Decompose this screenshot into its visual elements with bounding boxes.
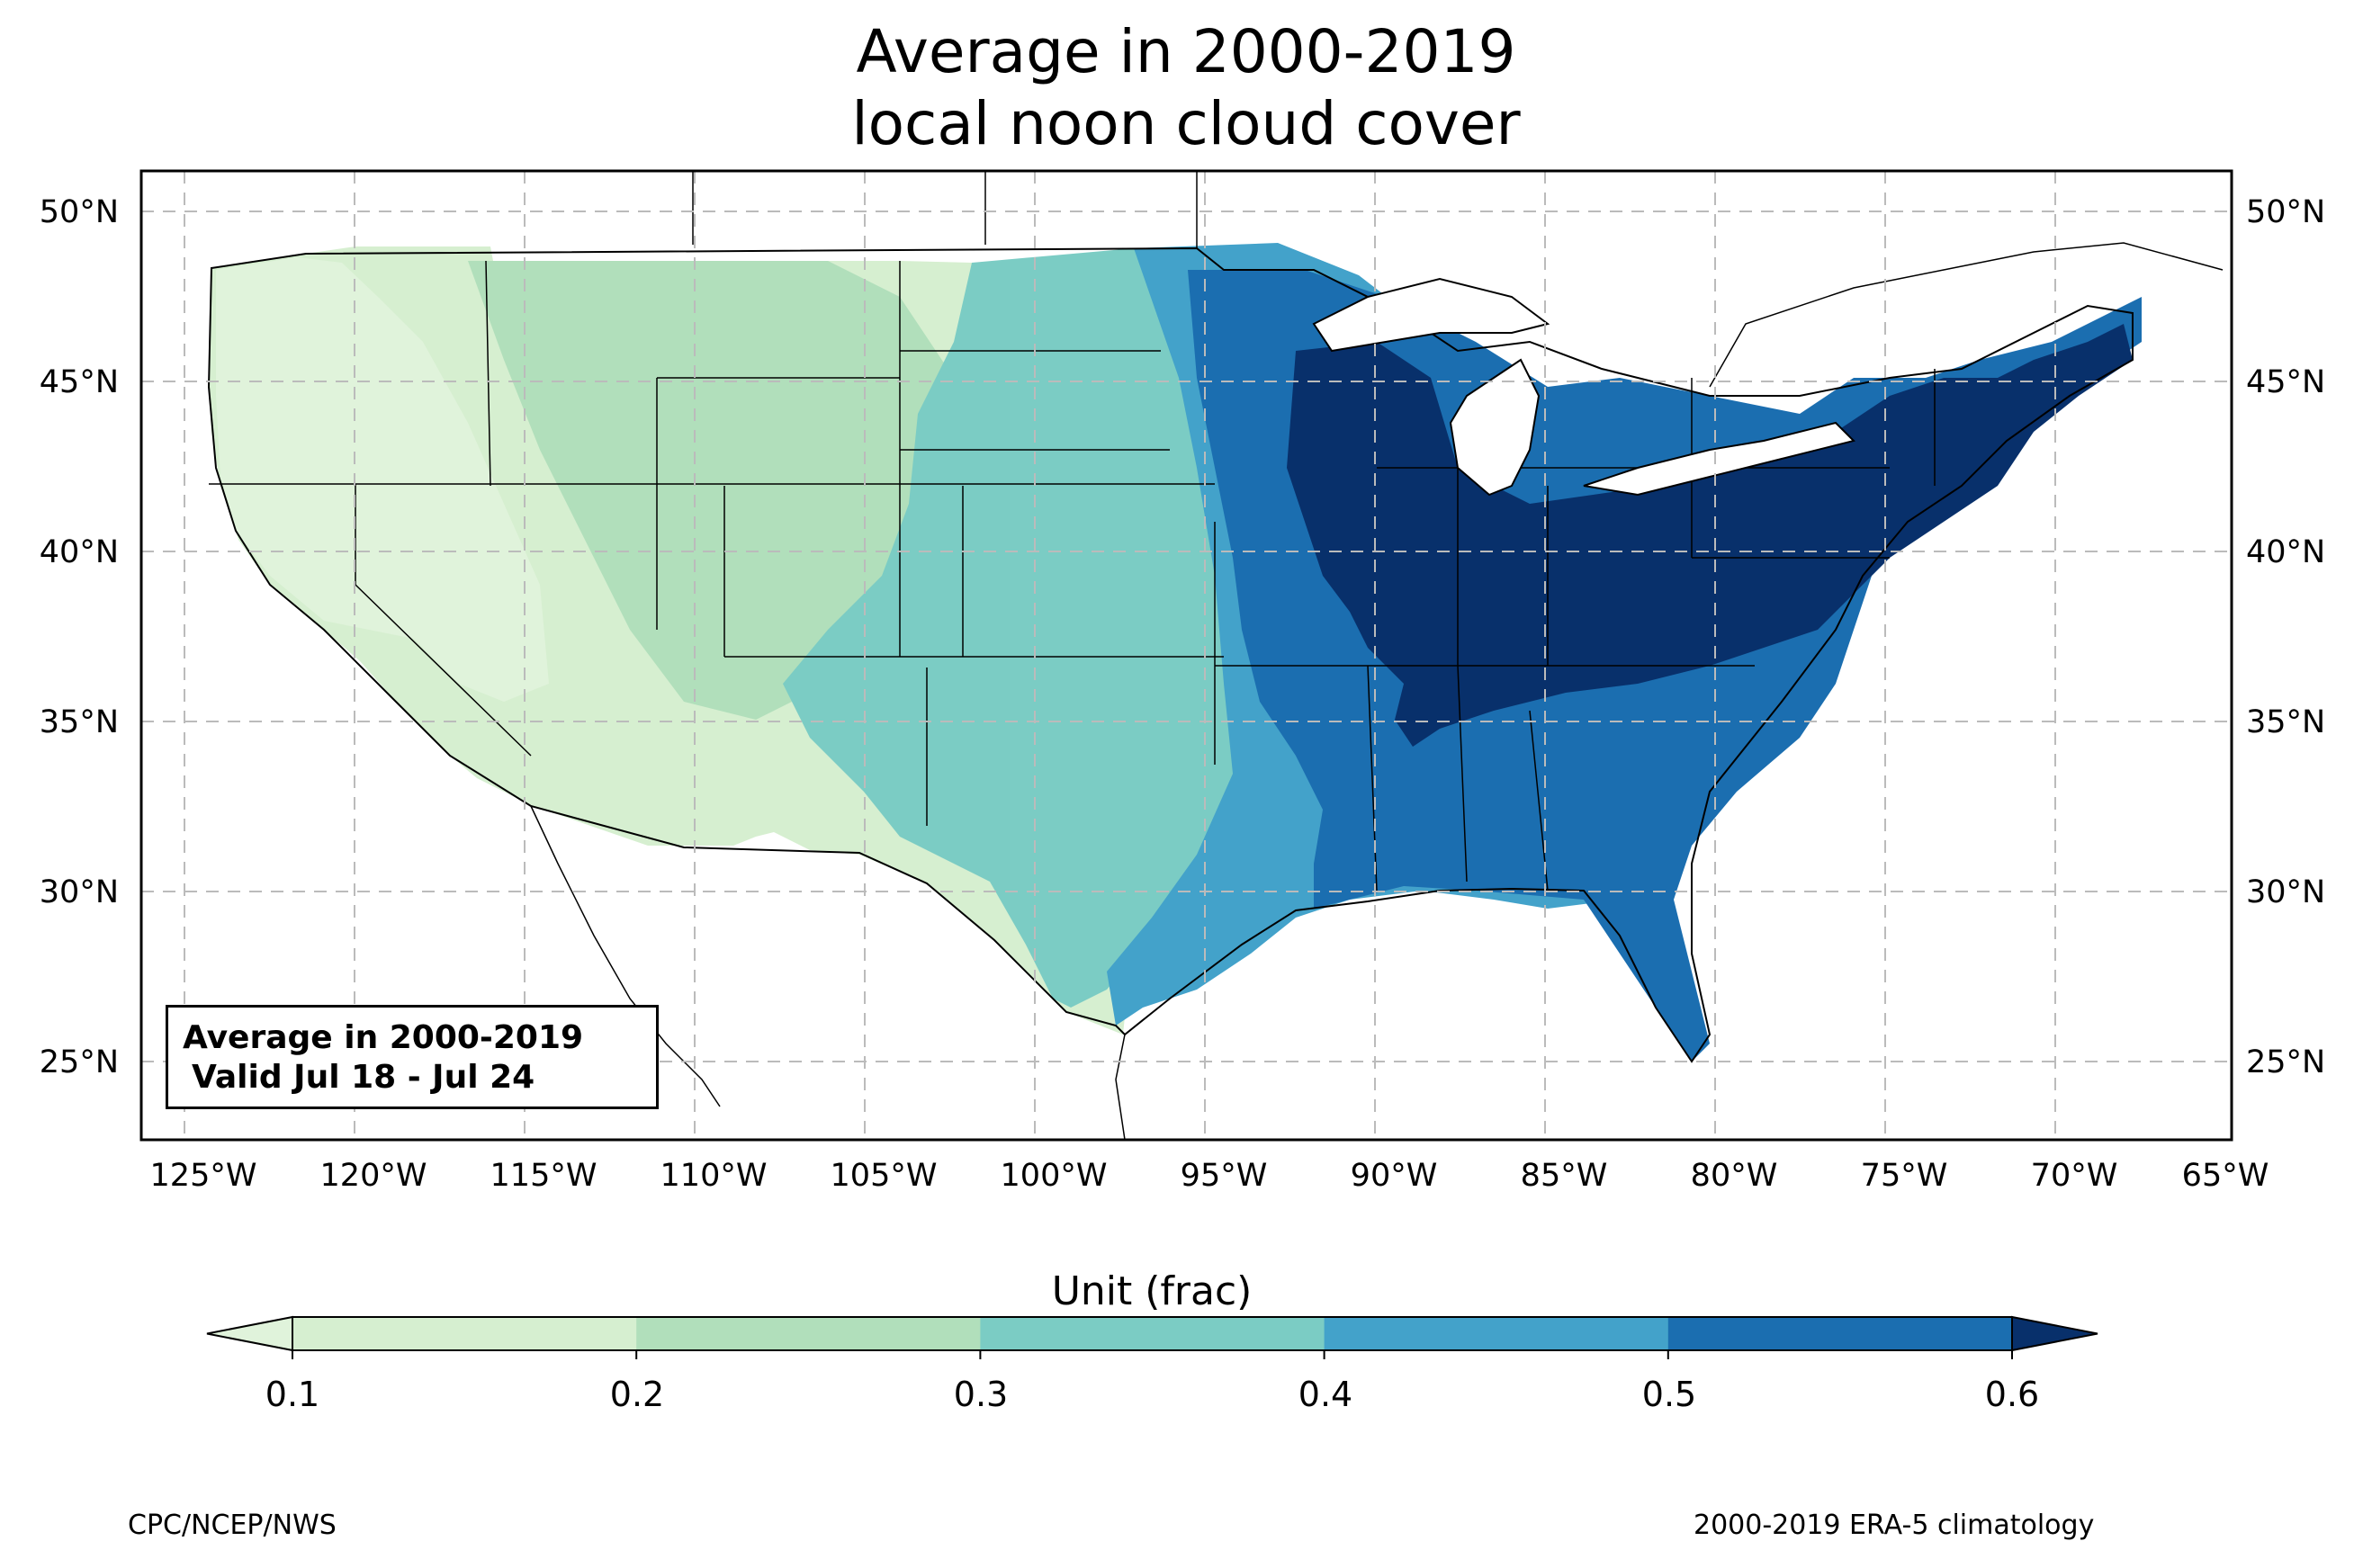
map-content bbox=[207, 171, 2224, 1140]
lake-erie-ontario bbox=[1583, 421, 1855, 497]
lon-tick-label: 105°W bbox=[831, 1158, 938, 1194]
lat-tick-label: 40°N bbox=[2246, 534, 2325, 570]
lat-tick-label: 45°N bbox=[40, 364, 119, 400]
cloud-field-rockies bbox=[468, 261, 972, 720]
lat-tick-label: 50°N bbox=[2246, 194, 2325, 230]
colorbar-tick-label: 0.5 bbox=[1642, 1375, 1696, 1414]
lat-tick-label: 25°N bbox=[40, 1044, 119, 1080]
lat-tick-label: 40°N bbox=[40, 534, 119, 570]
colorbar-extend-low bbox=[206, 1315, 293, 1352]
map-frame bbox=[139, 169, 2233, 1142]
lon-tick-label: 70°W bbox=[2031, 1158, 2118, 1194]
colorbar-segment bbox=[980, 1317, 1325, 1350]
colorbar-tick-label: 0.1 bbox=[265, 1375, 319, 1414]
lake-michigan bbox=[1449, 358, 1541, 497]
lon-tick-label: 115°W bbox=[490, 1158, 597, 1194]
colorbar bbox=[206, 1315, 2098, 1359]
lat-tick-label: 30°N bbox=[40, 874, 119, 910]
colorbar-extend-high bbox=[2011, 1315, 2098, 1352]
cloud-field-west-light bbox=[216, 257, 549, 702]
canada-border bbox=[692, 171, 2224, 388]
lat-tick-label: 30°N bbox=[2246, 874, 2325, 910]
lon-tick-label: 110°W bbox=[660, 1158, 768, 1194]
colorbar-tick-label: 0.6 bbox=[1985, 1375, 2039, 1414]
colorbar-segment bbox=[292, 1317, 637, 1350]
chart-title-line2: local noon cloud cover bbox=[851, 89, 1521, 158]
chart-title-line1: Average in 2000-2019 bbox=[856, 17, 1516, 86]
lon-tick-label: 125°W bbox=[150, 1158, 257, 1194]
lat-tick-label: 50°N bbox=[40, 194, 119, 230]
lat-tick-label: 25°N bbox=[2246, 1044, 2325, 1080]
valid-box-line1: Average in 2000-2019 bbox=[183, 1019, 584, 1056]
valid-box-line2: Valid Jul 18 - Jul 24 bbox=[192, 1059, 535, 1096]
colorbar-frame bbox=[292, 1316, 2013, 1351]
colorbar-segment bbox=[1667, 1317, 2013, 1350]
colorbar-tick-label: 0.4 bbox=[1298, 1375, 1352, 1414]
lon-tick-label: 95°W bbox=[1181, 1158, 1268, 1194]
lat-tick-labels-right: 50°N 45°N 40°N 35°N 30°N 25°N bbox=[2246, 194, 2325, 1080]
lon-tick-label: 80°W bbox=[1691, 1158, 1778, 1194]
footer-source: 2000-2019 ERA-5 climatology bbox=[1694, 1510, 2095, 1541]
mexico-coast bbox=[530, 805, 1126, 1140]
colorbar-label: Unit (frac) bbox=[1052, 1268, 1253, 1314]
lon-tick-label: 75°W bbox=[1861, 1158, 1948, 1194]
colorbar-tick-label: 0.3 bbox=[954, 1375, 1008, 1414]
lon-tick-labels: 125°W 120°W 115°W 110°W 105°W 100°W 95°W… bbox=[150, 1158, 2269, 1194]
cloud-field-east-dark bbox=[1287, 324, 2133, 747]
lat-tick-label: 35°N bbox=[40, 704, 119, 740]
colorbar-segment bbox=[636, 1317, 981, 1350]
colorbar-segment bbox=[1324, 1317, 1669, 1350]
lat-tick-label: 45°N bbox=[2246, 364, 2325, 400]
colorbar-tick-labels: 0.1 0.2 0.3 0.4 0.5 0.6 bbox=[265, 1375, 2039, 1414]
footer-credit: CPC/NCEP/NWS bbox=[128, 1510, 337, 1541]
valid-period-box: Average in 2000-2019 Valid Jul 18 - Jul … bbox=[166, 1005, 659, 1109]
lon-tick-label: 90°W bbox=[1351, 1158, 1438, 1194]
lake-superior bbox=[1312, 277, 1550, 353]
lat-tick-labels-left: 50°N 45°N 40°N 35°N 30°N 25°N bbox=[40, 194, 119, 1080]
lon-tick-label: 65°W bbox=[2182, 1158, 2269, 1194]
colorbar-tick-label: 0.2 bbox=[610, 1375, 664, 1414]
lon-tick-label: 120°W bbox=[320, 1158, 427, 1194]
state-borders bbox=[209, 260, 1936, 892]
lon-tick-label: 100°W bbox=[1001, 1158, 1108, 1194]
lon-tick-label: 85°W bbox=[1521, 1158, 1608, 1194]
lat-tick-label: 35°N bbox=[2246, 704, 2325, 740]
cloud-field-plains bbox=[783, 248, 1251, 1008]
